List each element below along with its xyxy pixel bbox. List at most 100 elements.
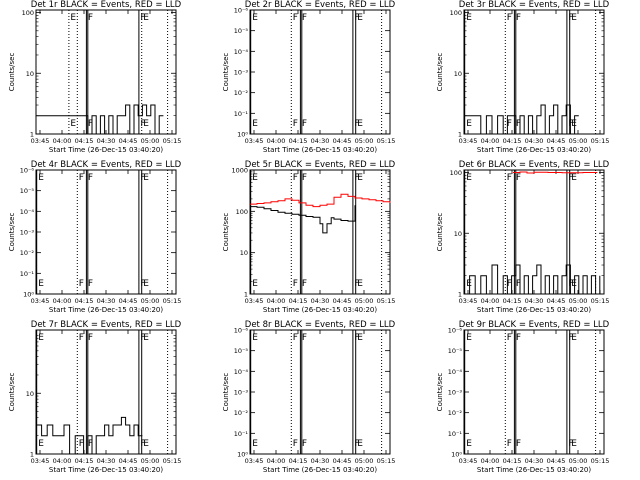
marker-label-bottom: F bbox=[516, 439, 521, 449]
y-tick-label: 10⁻⁵ bbox=[234, 27, 249, 35]
marker-label-top: F bbox=[79, 333, 84, 343]
marker-label-top: F bbox=[507, 173, 512, 183]
panel-title: Det 2r BLACK = Events, RED = LLD bbox=[245, 0, 396, 10]
marker-label-top: E bbox=[38, 333, 44, 343]
marker-label-bottom: F bbox=[507, 279, 512, 289]
y-tick-label: 10⁻⁵ bbox=[448, 347, 463, 355]
marker-label-bottom: F bbox=[140, 119, 145, 129]
marker-label-bottom: E bbox=[143, 119, 149, 129]
marker-label-top: E bbox=[571, 13, 577, 23]
marker-label-bottom: E bbox=[38, 279, 44, 289]
x-tick-label: 05:00 bbox=[355, 137, 374, 145]
marker-label-top: F bbox=[293, 173, 298, 183]
marker-label-bottom: F bbox=[568, 119, 573, 129]
x-tick-label: 03:45 bbox=[31, 297, 50, 305]
marker-label-bottom: F bbox=[516, 119, 521, 129]
x-tick-label: 04:30 bbox=[525, 457, 544, 465]
y-tick-label: 10⁻² bbox=[448, 409, 463, 417]
y-tick-label: 10⁻⁴ bbox=[234, 48, 249, 56]
x-tick-label: 04:45 bbox=[119, 457, 138, 465]
y-tick-label: 10⁻⁶ bbox=[234, 7, 249, 15]
y-tick-label: 1000 bbox=[231, 167, 248, 175]
x-tick-label: 04:00 bbox=[53, 457, 72, 465]
y-axis-label: Counts/sec bbox=[8, 53, 16, 92]
x-tick-label: 04:15 bbox=[503, 137, 522, 145]
plot-frame bbox=[249, 329, 391, 455]
x-tick-label: 04:00 bbox=[53, 137, 72, 145]
marker-label-top: F bbox=[516, 333, 521, 343]
marker-label-bottom: F bbox=[79, 439, 84, 449]
x-tick-label: 04:45 bbox=[547, 457, 566, 465]
y-tick-label: 10⁻² bbox=[20, 249, 35, 257]
x-tick-label: 04:15 bbox=[289, 297, 308, 305]
y-tick-label: 100 bbox=[236, 208, 248, 216]
marker-label-top: E bbox=[252, 13, 258, 23]
x-tick-label: 03:45 bbox=[459, 457, 478, 465]
y-tick-label: 10⁻⁵ bbox=[20, 187, 35, 195]
marker-label-bottom: F bbox=[293, 279, 298, 289]
x-tick-label: 04:00 bbox=[53, 297, 72, 305]
marker-label-top: F bbox=[140, 173, 145, 183]
marker-label-top: E bbox=[357, 173, 363, 183]
x-tick-label: 04:15 bbox=[503, 457, 522, 465]
x-tick-label: 04:15 bbox=[289, 457, 308, 465]
x-tick-label: 04:45 bbox=[547, 297, 566, 305]
y-tick-label: 10 bbox=[454, 70, 462, 78]
panel-title: Det 6r BLACK = Events, RED = LLD bbox=[459, 160, 610, 170]
x-tick-label: 05:15 bbox=[163, 457, 182, 465]
panel-det-8r: Det 8r BLACK = Events, RED = LLD 10⁰ 10⁻¹ 1… bbox=[222, 320, 396, 474]
y-axis-label: Counts/sec bbox=[222, 373, 230, 412]
panel-title: Det 9r BLACK = Events, RED = LLD bbox=[459, 320, 610, 330]
x-axis-label: Start Time (26-Dec-15 03:40:20) bbox=[477, 146, 591, 154]
x-tick-label: 05:00 bbox=[355, 297, 374, 305]
plot-frame bbox=[35, 169, 177, 295]
panel-title: Det 7r BLACK = Events, RED = LLD bbox=[31, 320, 182, 330]
series-lld bbox=[250, 193, 391, 208]
y-tick-label: 1 bbox=[458, 291, 462, 299]
y-tick-label: 1 bbox=[30, 131, 34, 139]
x-tick-label: 05:00 bbox=[569, 457, 588, 465]
y-tick-label: 10⁻⁶ bbox=[448, 327, 463, 335]
marker-label-top: F bbox=[302, 333, 307, 343]
marker-label-top: F bbox=[354, 13, 359, 23]
x-tick-label: 03:45 bbox=[245, 457, 264, 465]
series-events bbox=[36, 104, 164, 135]
x-tick-label: 03:45 bbox=[459, 297, 478, 305]
y-tick-label: 10⁻² bbox=[234, 409, 249, 417]
y-axis-label: Counts/sec bbox=[8, 373, 16, 412]
x-tick-label: 03:45 bbox=[31, 457, 50, 465]
marker-label-bottom: F bbox=[302, 279, 307, 289]
plot-frame bbox=[249, 169, 391, 295]
marker-label-bottom: E bbox=[357, 119, 363, 129]
marker-label-top: F bbox=[88, 13, 93, 23]
panel-det-7r: Det 7r BLACK = Events, RED = LLD 1 10 03:45… bbox=[8, 320, 182, 474]
marker-label-bottom: E bbox=[143, 279, 149, 289]
marker-label-top: F bbox=[293, 13, 298, 23]
x-axis-label: Start Time (26-Dec-15 03:40:20) bbox=[49, 466, 163, 474]
plot-frame bbox=[463, 329, 605, 455]
x-tick-label: 04:00 bbox=[267, 457, 286, 465]
marker-label-bottom: F bbox=[88, 439, 93, 449]
marker-label-top: E bbox=[143, 333, 149, 343]
marker-label-top: F bbox=[140, 13, 145, 23]
x-tick-label: 05:00 bbox=[569, 297, 588, 305]
marker-label-top: F bbox=[354, 173, 359, 183]
marker-label-bottom: F bbox=[354, 119, 359, 129]
marker-label-bottom: E bbox=[466, 439, 472, 449]
y-tick-label: 10⁻³ bbox=[234, 389, 249, 397]
panel-title: Det 3r BLACK = Events, RED = LLD bbox=[459, 0, 610, 10]
y-tick-label: 10⁰ bbox=[237, 451, 248, 459]
y-axis-label: Counts/sec bbox=[436, 213, 444, 252]
marker-label-top: E bbox=[466, 13, 472, 23]
marker-label-bottom: F bbox=[568, 439, 573, 449]
x-tick-label: 04:45 bbox=[333, 457, 352, 465]
x-axis-label: Start Time (26-Dec-15 03:40:20) bbox=[477, 466, 591, 474]
y-axis-label: Counts/sec bbox=[436, 373, 444, 412]
panel-det-6r: Det 6r BLACK = Events, RED = LLD 1 10 100 03… bbox=[436, 160, 610, 314]
y-tick-label: 10 bbox=[240, 249, 248, 257]
x-tick-label: 03:45 bbox=[31, 137, 50, 145]
x-tick-label: 05:15 bbox=[377, 457, 396, 465]
panel-det-9r: Det 9r BLACK = Events, RED = LLD 10⁰ 10⁻¹ 1… bbox=[436, 320, 610, 474]
marker-label-bottom: F bbox=[293, 439, 298, 449]
y-tick-label: 10⁻³ bbox=[448, 389, 463, 397]
